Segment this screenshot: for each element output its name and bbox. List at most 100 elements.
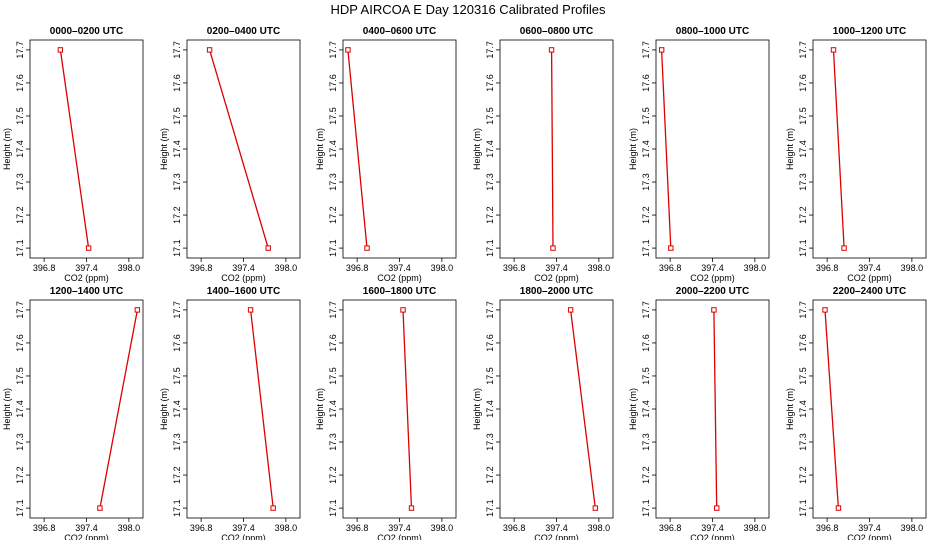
panel-2: 0200–0400 UTC 396.8 397.4 398.0 17.1 17.2 17.3… bbox=[159, 26, 301, 283]
y-tick-label: 17.6 bbox=[641, 334, 651, 352]
y-tick-label: 17.2 bbox=[15, 466, 25, 484]
y-tick-label: 17.4 bbox=[485, 140, 495, 158]
panel-grid: 0000–0200 UTC 396.8 397.4 398.0 17.1 17.2 17.3… bbox=[2, 26, 927, 540]
x-tick-label: 397.4 bbox=[75, 263, 98, 273]
y-tick-label: 17.3 bbox=[172, 433, 182, 451]
y-axis-label: Height (m) bbox=[315, 388, 325, 430]
y-tick-label: 17.7 bbox=[328, 41, 338, 59]
y-tick-label: 17.4 bbox=[15, 400, 25, 418]
y-tick-label: 17.3 bbox=[15, 173, 25, 191]
panel-12: 2200–2400 UTC 396.8 397.4 398.0 17.1 17.2 17.3… bbox=[785, 286, 927, 540]
y-tick-label: 17.4 bbox=[172, 140, 182, 158]
x-tick-label: 396.8 bbox=[503, 523, 526, 533]
y-tick-label: 17.1 bbox=[485, 239, 495, 257]
x-axis-label: CO2 (ppm) bbox=[690, 533, 735, 540]
y-tick-label: 17.4 bbox=[328, 140, 338, 158]
x-tick-label: 397.4 bbox=[388, 263, 411, 273]
x-tick-label: 398.0 bbox=[118, 523, 141, 533]
x-axis-label: CO2 (ppm) bbox=[64, 273, 109, 283]
data-point bbox=[134, 307, 141, 313]
y-tick-label: 17.3 bbox=[485, 433, 495, 451]
y-tick-label: 17.5 bbox=[15, 107, 25, 125]
panel-title: 0000–0200 UTC bbox=[50, 26, 123, 37]
y-tick-label: 17.3 bbox=[798, 433, 808, 451]
y-tick-label: 17.5 bbox=[172, 107, 182, 125]
y-tick-label: 17.5 bbox=[485, 367, 495, 385]
y-tick-label: 17.7 bbox=[798, 301, 808, 319]
x-tick-label: 396.8 bbox=[346, 263, 369, 273]
y-tick-label: 17.4 bbox=[798, 400, 808, 418]
panel-6: 1000–1200 UTC 396.8 397.4 398.0 17.1 17.2 17.3… bbox=[785, 26, 927, 283]
y-tick-label: 17.2 bbox=[641, 466, 651, 484]
y-tick-label: 17.6 bbox=[798, 74, 808, 92]
y-tick-label: 17.1 bbox=[15, 499, 25, 517]
panel-title: 2000–2200 UTC bbox=[676, 286, 749, 297]
y-tick-label: 17.6 bbox=[328, 74, 338, 92]
x-tick-label: 397.4 bbox=[388, 523, 411, 533]
x-tick-label: 398.0 bbox=[431, 523, 454, 533]
y-tick-label: 17.7 bbox=[641, 301, 651, 319]
panel-title: 1600–1800 UTC bbox=[363, 286, 436, 297]
y-tick-label: 17.5 bbox=[798, 367, 808, 385]
y-tick-label: 17.7 bbox=[15, 301, 25, 319]
y-tick-label: 17.7 bbox=[328, 301, 338, 319]
x-tick-label: 396.8 bbox=[33, 523, 56, 533]
x-axis-label: CO2 (ppm) bbox=[690, 273, 735, 283]
x-tick-label: 396.8 bbox=[659, 523, 682, 533]
y-tick-label: 17.5 bbox=[641, 107, 651, 125]
y-tick-label: 17.5 bbox=[485, 107, 495, 125]
profile-line bbox=[99, 309, 139, 509]
profile-line bbox=[249, 309, 274, 509]
y-tick-label: 17.2 bbox=[172, 206, 182, 224]
x-tick-label: 398.0 bbox=[275, 263, 298, 273]
panel-4: 0600–0800 UTC 396.8 397.4 398.0 17.1 17.2 17.3… bbox=[472, 26, 614, 283]
x-tick-label: 398.0 bbox=[275, 523, 298, 533]
data-point bbox=[345, 47, 351, 53]
y-tick-label: 17.3 bbox=[328, 173, 338, 191]
x-tick-label: 397.4 bbox=[232, 263, 255, 273]
y-tick-label: 17.5 bbox=[328, 107, 338, 125]
y-tick-label: 17.6 bbox=[798, 334, 808, 352]
y-axis-label: Height (m) bbox=[2, 128, 12, 170]
x-axis-label: CO2 (ppm) bbox=[534, 273, 579, 283]
y-tick-label: 17.2 bbox=[328, 206, 338, 224]
data-point bbox=[265, 245, 271, 251]
x-axis-label: CO2 (ppm) bbox=[64, 533, 109, 540]
x-tick-label: 396.8 bbox=[816, 263, 839, 273]
x-tick-label: 397.4 bbox=[75, 523, 98, 533]
profile-line bbox=[660, 49, 672, 249]
data-point bbox=[97, 505, 103, 511]
y-tick-label: 17.2 bbox=[172, 466, 182, 484]
profile-line bbox=[832, 49, 845, 249]
y-tick-label: 17.4 bbox=[172, 400, 182, 418]
y-tick-label: 17.6 bbox=[172, 334, 182, 352]
y-tick-label: 17.1 bbox=[15, 239, 25, 257]
y-axis-label: Height (m) bbox=[2, 388, 12, 430]
y-tick-label: 17.7 bbox=[172, 301, 182, 319]
panel-title: 0600–0800 UTC bbox=[520, 26, 593, 37]
x-tick-label: 397.4 bbox=[232, 523, 255, 533]
data-point bbox=[206, 47, 213, 53]
y-tick-label: 17.2 bbox=[485, 206, 495, 224]
x-tick-label: 397.4 bbox=[858, 263, 881, 273]
x-tick-label: 397.4 bbox=[858, 523, 881, 533]
y-axis-label: Height (m) bbox=[785, 388, 795, 430]
x-axis-label: CO2 (ppm) bbox=[847, 273, 892, 283]
y-tick-label: 17.3 bbox=[641, 173, 651, 191]
main-title: HDP AIRCOA E Day 120316 Calibrated Profi… bbox=[330, 2, 606, 17]
panel-5: 0800–1000 UTC 396.8 397.4 398.0 17.1 17.2 17.3… bbox=[628, 26, 770, 283]
y-tick-label: 17.4 bbox=[641, 400, 651, 418]
x-tick-label: 397.4 bbox=[701, 263, 724, 273]
data-point bbox=[711, 307, 717, 313]
panel-title: 1200–1400 UTC bbox=[50, 286, 123, 297]
data-point bbox=[658, 47, 665, 53]
profile-line bbox=[347, 49, 368, 249]
x-tick-label: 397.4 bbox=[545, 523, 568, 533]
y-tick-label: 17.7 bbox=[798, 41, 808, 59]
y-tick-label: 17.1 bbox=[798, 239, 808, 257]
y-tick-label: 17.1 bbox=[641, 499, 651, 517]
panel-11: 2000–2200 UTC 396.8 397.4 398.0 17.1 17.2 17.3… bbox=[628, 286, 770, 540]
y-axis-label: Height (m) bbox=[315, 128, 325, 170]
profile-line bbox=[59, 49, 90, 249]
